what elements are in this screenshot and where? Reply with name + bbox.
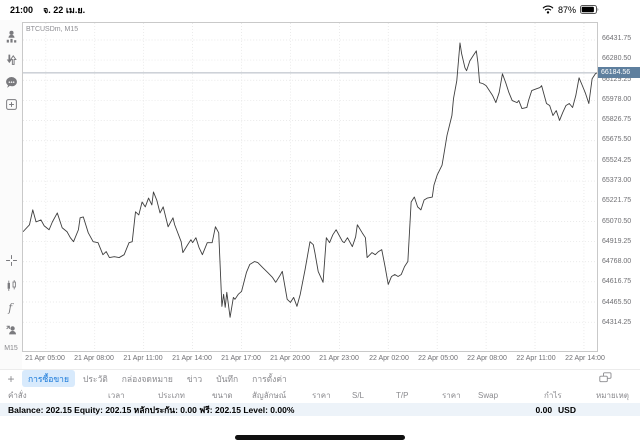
- price-tick-label: 64314.25: [602, 319, 632, 326]
- bottom-tab-bar: + การซื้อขาย ประวัติ กล่องจดหมาย ข่าว บันทึก…: [0, 369, 640, 387]
- left-toolbar: f M15: [0, 20, 22, 370]
- column-header: ประเภท: [158, 390, 185, 400]
- time-tick-label: 21 Apr 17:00: [221, 355, 261, 362]
- price-tick-label: 64465.50: [602, 299, 632, 306]
- current-price-badge: 66184.56: [598, 67, 640, 78]
- chat-icon[interactable]: [0, 75, 22, 91]
- tab-active[interactable]: การซื้อขาย: [22, 370, 75, 387]
- column-header: ราคา: [442, 390, 461, 400]
- time-tick-label: 22 Apr 08:00: [467, 355, 507, 362]
- time-tick-label: 21 Apr 23:00: [319, 355, 359, 362]
- trade-arrows-icon[interactable]: [0, 51, 22, 67]
- status-bar-right: 87%: [542, 4, 640, 16]
- indicator-function-icon[interactable]: f: [0, 299, 22, 315]
- price-tick-label: 65524.25: [602, 157, 632, 164]
- column-header: เวลา: [108, 390, 125, 400]
- crosshair-icon[interactable]: [0, 252, 22, 268]
- status-bar: 21:00 จ. 22 เม.ย. 87%: [0, 0, 640, 20]
- chart-symbol-label: BTCUSDm, M15: [26, 26, 79, 33]
- column-header: S/L: [352, 390, 365, 400]
- account-summary-bar: Balance: 202.15 Equity: 202.15 หลักประกั…: [0, 403, 640, 416]
- time-tick-label: 22 Apr 02:00: [369, 355, 409, 362]
- price-tick-label: 66129.25: [602, 76, 632, 83]
- new-order-icon[interactable]: [0, 96, 22, 112]
- column-header: หมายเหตุ: [596, 390, 629, 400]
- column-header: ขนาด: [212, 390, 233, 400]
- objects-icon[interactable]: [0, 321, 22, 337]
- column-header: Swap: [478, 390, 499, 400]
- clock-time: 21:00: [10, 5, 34, 15]
- battery-icon: [580, 4, 600, 16]
- price-tick-label: 65978.00: [602, 96, 632, 103]
- price-tick-label: 66280.50: [602, 55, 632, 62]
- profit-currency: USD: [558, 404, 576, 415]
- battery-percent: 87%: [557, 5, 576, 15]
- account-stats-icon[interactable]: [0, 28, 22, 44]
- wifi-icon: [542, 5, 554, 16]
- time-tick-label: 21 Apr 11:00: [123, 355, 163, 362]
- price-tick-label: 65826.75: [602, 116, 632, 123]
- price-axis: 66431.75 66280.50 66129.25 65978.00 65826.75…: [601, 22, 640, 352]
- time-tick-label: 22 Apr 05:00: [418, 355, 458, 362]
- tab-item[interactable]: กล่องจดหมาย: [121, 373, 173, 384]
- price-tick-label: 64919.25: [602, 238, 632, 245]
- chart-type-icon[interactable]: [0, 277, 22, 293]
- account-summary-text: Balance: 202.15 Equity: 202.15 หลักประกั…: [8, 404, 295, 415]
- chart-panel: BTCUSDm, M15 66431.75 66280.50 66129.25 659…: [22, 20, 640, 370]
- time-tick-label: 21 Apr 14:00: [172, 355, 212, 362]
- column-header: กำไร: [544, 390, 562, 400]
- chart-windows-icon[interactable]: [599, 370, 612, 388]
- price-tick-label: 66431.75: [602, 35, 632, 42]
- column-header: คำสั่ง: [8, 390, 27, 400]
- time-tick-label: 21 Apr 20:00: [270, 355, 310, 362]
- column-header: ราคา: [312, 390, 331, 400]
- price-tick-label: 65070.50: [602, 218, 632, 225]
- status-bar-left: 21:00 จ. 22 เม.ย.: [0, 3, 85, 17]
- price-tick-label: 64768.00: [602, 258, 632, 265]
- home-indicator[interactable]: [235, 435, 405, 440]
- profit-total: 0.00 USD: [536, 405, 577, 415]
- tab-item[interactable]: ข่าว: [186, 373, 203, 384]
- price-chart[interactable]: [22, 22, 598, 352]
- time-axis: 21 Apr 05:00 21 Apr 08:00 21 Apr 11:00 21 A…: [22, 355, 605, 367]
- time-tick-label: 21 Apr 08:00: [74, 355, 114, 362]
- tab-item[interactable]: การตั้งค่า: [252, 373, 287, 384]
- tab-item[interactable]: ประวัติ: [82, 373, 108, 384]
- price-tick-label: 65675.50: [602, 136, 632, 143]
- status-date: จ. 22 เม.ย.: [43, 5, 86, 15]
- orders-table-header: คำสั่ง เวลา ประเภท ขนาด สัญลักษณ์ ราคา S/L T/P ร…: [0, 388, 640, 402]
- add-button[interactable]: +: [7, 371, 15, 386]
- profit-value: 0.00: [535, 404, 553, 415]
- time-tick-label: 22 Apr 14:00: [565, 355, 605, 362]
- column-header: T/P: [396, 390, 409, 400]
- timeframe-label[interactable]: M15: [4, 345, 18, 352]
- price-tick-label: 65221.75: [602, 197, 632, 204]
- price-tick-label: 64616.75: [602, 278, 632, 285]
- tab-list: การซื้อขาย ประวัติ กล่องจดหมาย ข่าว บันทึก กา…: [22, 370, 293, 387]
- price-tick-label: 65373.00: [602, 177, 632, 184]
- time-tick-label: 22 Apr 11:00: [516, 355, 556, 362]
- time-tick-label: 21 Apr 05:00: [25, 355, 65, 362]
- svg-text:f: f: [7, 301, 14, 314]
- tab-item[interactable]: บันทึก: [216, 373, 239, 384]
- column-header: สัญลักษณ์: [252, 390, 287, 400]
